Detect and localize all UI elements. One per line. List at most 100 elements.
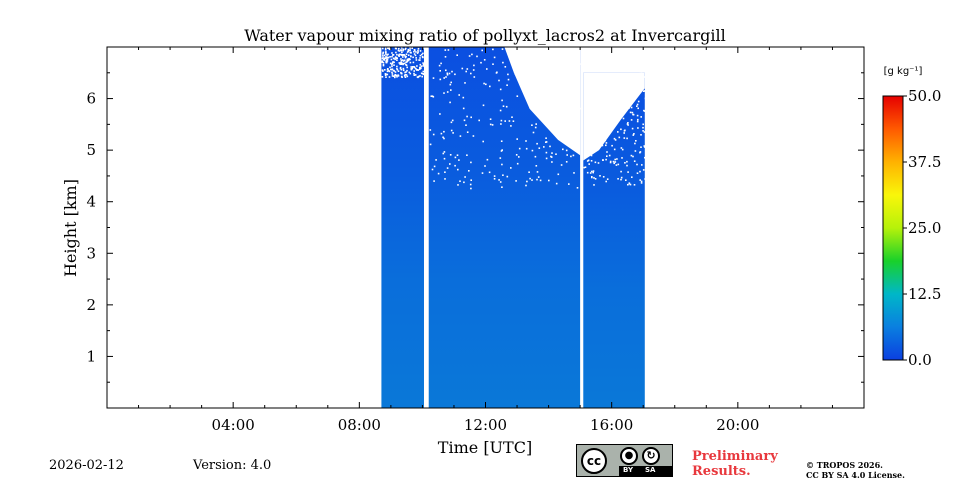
speckle	[527, 78, 529, 81]
speckle	[583, 166, 585, 169]
speckle	[403, 54, 406, 56]
speckle	[533, 66, 535, 68]
speckle	[432, 133, 435, 136]
speckle	[587, 148, 589, 150]
speckle	[533, 63, 535, 66]
speckle	[391, 55, 393, 58]
speckle	[525, 184, 527, 187]
speckle	[624, 162, 626, 164]
speckle	[400, 60, 403, 62]
y-tick-label: 2	[86, 296, 96, 314]
speckle	[399, 53, 401, 56]
speckle	[549, 145, 551, 148]
speckle	[528, 171, 530, 173]
speckle	[595, 81, 598, 83]
speckle	[454, 156, 457, 159]
speckle	[626, 160, 628, 163]
speckle	[620, 128, 622, 131]
footer-version: Version: 4.0	[193, 458, 272, 473]
speckle	[414, 74, 417, 76]
speckle	[590, 170, 593, 173]
speckle	[412, 61, 415, 64]
speckle	[392, 69, 395, 72]
speckle	[499, 109, 502, 112]
share-alike-icon: ↻	[642, 447, 660, 465]
speckle	[488, 171, 491, 174]
speckle	[449, 163, 451, 165]
speckle	[395, 47, 398, 50]
y-tick-label: 4	[86, 193, 96, 211]
speckle	[442, 152, 445, 155]
speckle	[522, 67, 525, 69]
speckle	[566, 75, 568, 77]
x-axis: 04:00 08:00 12:00 16:00 20:00	[106, 47, 865, 434]
speckle	[639, 72, 641, 75]
speckle	[404, 71, 406, 74]
speckle	[604, 122, 607, 124]
speckle	[397, 74, 400, 76]
colorbar-tick-label: 50.0	[908, 87, 941, 105]
speckle	[385, 57, 387, 60]
speckle	[613, 103, 616, 105]
speckle	[451, 70, 453, 73]
speckle	[395, 51, 397, 54]
speckle	[590, 138, 593, 141]
speckle	[394, 74, 397, 76]
speckle	[405, 71, 407, 73]
x-tick-label: 08:00	[338, 416, 381, 434]
speckle	[621, 157, 623, 159]
y-tick-label: 3	[86, 244, 96, 262]
y-axis: 1 2 3 4 5 6	[86, 46, 864, 409]
speckle	[526, 180, 528, 183]
speckle	[452, 132, 454, 134]
speckle	[619, 89, 621, 92]
speckle	[610, 117, 613, 120]
speckle	[641, 164, 643, 166]
speckle	[594, 92, 596, 94]
speckle	[470, 179, 472, 181]
speckle	[584, 166, 587, 168]
speckle	[485, 83, 487, 86]
speckle	[407, 48, 410, 51]
speckle	[567, 96, 569, 99]
speckle	[634, 76, 637, 78]
speckle	[545, 137, 547, 139]
speckle	[535, 123, 537, 125]
speckle	[640, 72, 643, 75]
speckle	[593, 184, 595, 186]
speckle	[430, 95, 433, 97]
speckle	[409, 61, 412, 64]
speckle	[638, 76, 640, 78]
speckle	[381, 57, 384, 60]
colorbar-ticks: 50.0 37.5 25.0 12.5 0.0	[903, 87, 941, 369]
cloud-speckles	[381, 47, 647, 190]
speckle	[419, 54, 422, 57]
speckle	[563, 81, 566, 83]
speckle	[639, 76, 642, 78]
speckle	[535, 165, 538, 167]
speckle	[493, 175, 496, 177]
speckle	[399, 63, 401, 65]
speckle	[572, 154, 575, 157]
speckle	[556, 86, 559, 89]
speckle	[489, 123, 492, 126]
speckle	[584, 117, 587, 119]
speckle	[585, 144, 588, 147]
x-tick-label: 16:00	[590, 416, 633, 434]
speckle	[632, 113, 634, 116]
speckle	[550, 155, 552, 158]
speckle	[489, 85, 491, 88]
speckle	[592, 148, 595, 150]
speckle	[613, 89, 615, 91]
speckle	[611, 144, 613, 147]
speckle	[576, 187, 579, 189]
speckle	[536, 142, 538, 145]
speckle	[500, 123, 502, 125]
speckle	[637, 100, 640, 103]
speckle	[414, 49, 416, 52]
speckle	[620, 94, 622, 97]
cc-license-badge[interactable]: cc ● ↻ BY SA	[576, 444, 673, 477]
speckle	[385, 56, 387, 58]
speckle	[577, 113, 580, 116]
speckle	[609, 116, 612, 119]
